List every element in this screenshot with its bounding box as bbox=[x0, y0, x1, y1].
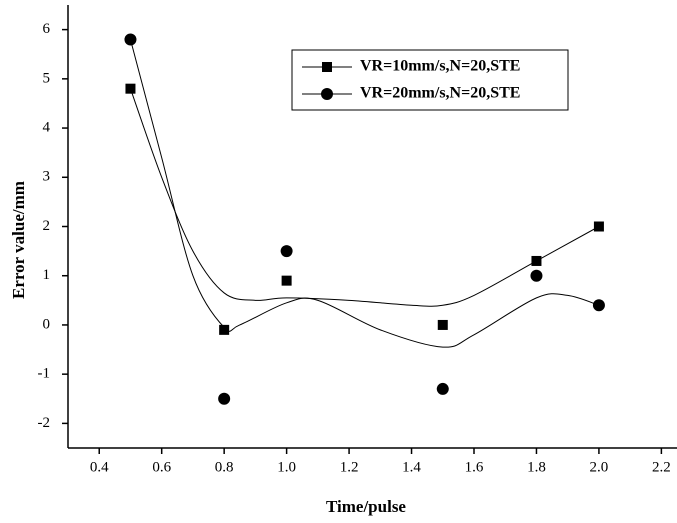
marker-circle bbox=[592, 299, 605, 312]
x-axis-title: Time/pulse bbox=[326, 497, 406, 516]
y-tick-label: 4 bbox=[43, 119, 51, 135]
legend-label: VR=20mm/s,N=20,STE bbox=[360, 85, 520, 102]
y-tick-label: 5 bbox=[43, 70, 51, 86]
y-tick-label: 2 bbox=[43, 218, 51, 234]
fit-curve bbox=[129, 88, 600, 307]
x-tick-label: 2.0 bbox=[590, 459, 609, 475]
fit-curve bbox=[129, 39, 600, 348]
y-tick-label: 6 bbox=[43, 21, 51, 37]
marker-square bbox=[281, 275, 292, 286]
y-tick-label: -2 bbox=[38, 415, 51, 431]
marker-square bbox=[125, 83, 136, 94]
legend-label: VR=10mm/s,N=20,STE bbox=[360, 58, 520, 75]
x-tick-label: 1.4 bbox=[402, 459, 421, 475]
y-tick-label: -1 bbox=[38, 366, 51, 382]
y-tick-label: 1 bbox=[43, 267, 51, 283]
x-tick-label: 0.6 bbox=[152, 459, 171, 475]
marker-square bbox=[219, 324, 230, 335]
marker-square bbox=[593, 221, 604, 232]
x-tick-label: 0.4 bbox=[90, 459, 109, 475]
x-tick-label: 1.2 bbox=[340, 459, 359, 475]
marker-square bbox=[437, 319, 448, 330]
marker-square bbox=[531, 255, 542, 266]
x-tick-label: 1.0 bbox=[277, 459, 296, 475]
marker-circle bbox=[218, 392, 231, 405]
marker-circle bbox=[124, 33, 137, 46]
marker-circle bbox=[436, 382, 449, 395]
y-axis-title: Error value/mm bbox=[9, 181, 28, 299]
marker-circle bbox=[530, 269, 543, 282]
x-tick-label: 1.8 bbox=[527, 459, 546, 475]
x-tick-label: 0.8 bbox=[215, 459, 234, 475]
legend-box bbox=[291, 49, 569, 111]
marker-circle bbox=[321, 88, 333, 100]
x-tick-label: 2.2 bbox=[652, 459, 671, 475]
y-tick-label: 0 bbox=[43, 316, 51, 332]
marker-square bbox=[322, 62, 332, 72]
x-tick-label: 1.6 bbox=[465, 459, 484, 475]
y-tick-label: 3 bbox=[43, 169, 51, 185]
marker-circle bbox=[280, 245, 293, 258]
